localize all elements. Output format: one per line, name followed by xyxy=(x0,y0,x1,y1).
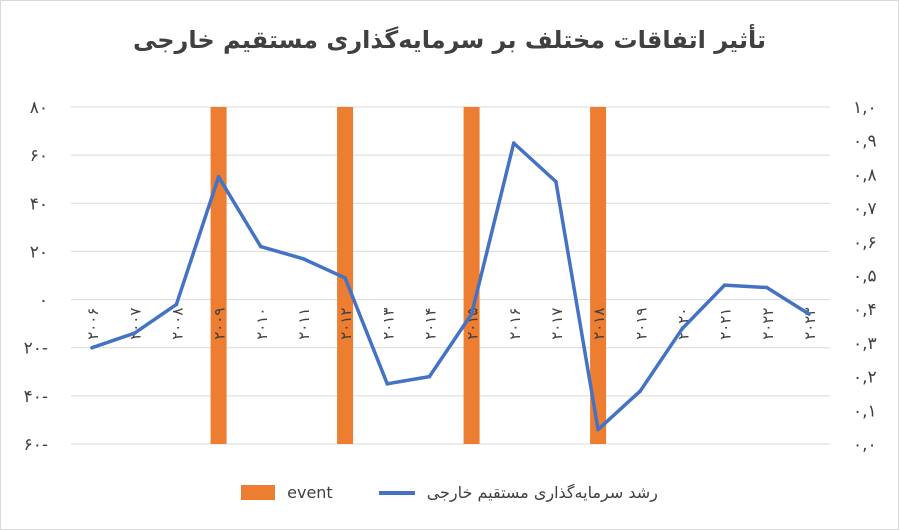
event-bars xyxy=(210,107,607,444)
legend-label-event: event xyxy=(287,483,333,502)
x-tick-label: ۲۰۲۱ xyxy=(717,308,735,340)
growth-point xyxy=(596,427,600,432)
x-tick-label: ۲۰۱۶ xyxy=(506,308,524,340)
y-right-tick-label: ۰,۶ xyxy=(853,233,877,253)
y-right-tick-label: ۰,۱ xyxy=(853,401,877,421)
x-tick-label: ۲۰۱۰ xyxy=(253,308,271,340)
x-tick-label: ۲۰۱۳ xyxy=(379,308,397,340)
y-left-tick-label: ۶۰ xyxy=(30,146,48,166)
left-axis-ticks: ۶۰- ۴۰- ۲۰- ۰ ۲۰ ۴۰ ۶۰ ۸۰ xyxy=(24,98,48,455)
x-tick-label: ۲۰۰۷ xyxy=(126,308,144,340)
y-right-tick-label: ۰,۸ xyxy=(853,165,877,185)
growth-point xyxy=(554,179,558,184)
x-tick-labels: ۲۰۰۶ ۲۰۰۷ ۲۰۰۸ ۲۰۰۹ ۲۰۱۰ ۲۰۱۱ ۲۰۱۲ ۲۰۱۳ ۲۰۱۴ ۲۰۱۵… xyxy=(84,308,819,340)
legend-item-growth: رشد سرمایه‌گذاری مستقیم خارجی xyxy=(378,483,658,502)
right-axis-ticks: ۰,۰ ۰,۱ ۰,۲ ۰,۳ ۰,۴ ۰,۵ ۰,۶ ۰,۷ ۰,۸ ۰,۹ ۱,۰ xyxy=(853,98,877,455)
growth-point xyxy=(132,331,137,336)
growth-line xyxy=(90,141,811,432)
growth-point xyxy=(469,312,474,316)
x-tick-label: ۲۰۱۴ xyxy=(421,308,439,340)
y-right-tick-label: ۰,۵ xyxy=(853,267,877,287)
event-bar xyxy=(463,107,480,444)
y-right-tick-label: ۰,۹ xyxy=(853,132,877,152)
growth-point xyxy=(301,256,305,261)
y-left-tick-label: ۶۰- xyxy=(24,435,48,455)
y-right-tick-label: ۰,۴ xyxy=(853,300,877,320)
x-tick-label: ۲۰۱۸ xyxy=(590,308,608,340)
legend-swatch-event xyxy=(241,485,276,500)
x-tick-label: ۲۰۰۹ xyxy=(211,308,229,340)
growth-point xyxy=(722,283,727,287)
event-bar xyxy=(210,107,227,444)
x-tick-label: ۲۰۰۶ xyxy=(84,308,102,340)
growth-point xyxy=(174,302,179,307)
growth-point xyxy=(807,312,811,316)
growth-point xyxy=(638,389,643,393)
y-right-tick-label: ۰,۰ xyxy=(853,435,877,455)
x-tick-label: ۲۰۱۲ xyxy=(337,308,355,340)
chart-title: تأثیر اتفاقات مختلف بر سرمایه‌گذاری مستق… xyxy=(132,26,767,54)
growth-point xyxy=(680,326,685,331)
legend-swatch-growth xyxy=(378,490,415,495)
growth-series-line xyxy=(90,141,811,432)
growth-point xyxy=(427,374,432,379)
y-right-tick-label: ۰,۲ xyxy=(853,368,877,388)
growth-point xyxy=(90,345,94,350)
y-left-tick-label: ۴۰ xyxy=(30,194,48,214)
y-left-tick-label: ۰ xyxy=(39,291,48,311)
x-tick-label: ۲۰۰۸ xyxy=(168,308,186,340)
y-right-tick-label: ۰,۳ xyxy=(853,334,877,354)
x-tick-label: ۲۰۱۹ xyxy=(632,308,650,340)
legend-label-growth: رشد سرمایه‌گذاری مستقیم خارجی xyxy=(426,483,658,502)
x-tick-label: ۲۰۱۱ xyxy=(295,308,313,340)
y-left-tick-label: ۸۰ xyxy=(30,98,48,118)
event-bar xyxy=(337,107,354,444)
growth-point xyxy=(764,285,769,290)
x-tick-label: ۲۰۲۲ xyxy=(759,308,777,340)
legend-item-event: event xyxy=(241,483,333,502)
y-left-tick-label: ۲۰- xyxy=(24,339,48,359)
growth-point xyxy=(216,175,221,179)
growth-point xyxy=(385,382,390,386)
x-tick-label: ۲۰۱۷ xyxy=(548,308,566,340)
growth-point xyxy=(258,244,263,249)
chart-legend: event رشد سرمایه‌گذاری مستقیم خارجی xyxy=(0,483,899,502)
y-right-tick-label: ۰,۷ xyxy=(853,199,877,219)
growth-point xyxy=(343,276,347,280)
growth-point xyxy=(511,141,516,145)
event-bar xyxy=(590,107,607,444)
y-right-tick-label: ۱,۰ xyxy=(853,98,877,118)
x-tick-label: ۲۰۲۳ xyxy=(801,308,819,340)
x-tick-label: ۲۰۱۵ xyxy=(464,308,482,340)
y-left-tick-label: ۲۰ xyxy=(30,242,48,262)
y-left-tick-label: ۴۰- xyxy=(24,387,48,407)
